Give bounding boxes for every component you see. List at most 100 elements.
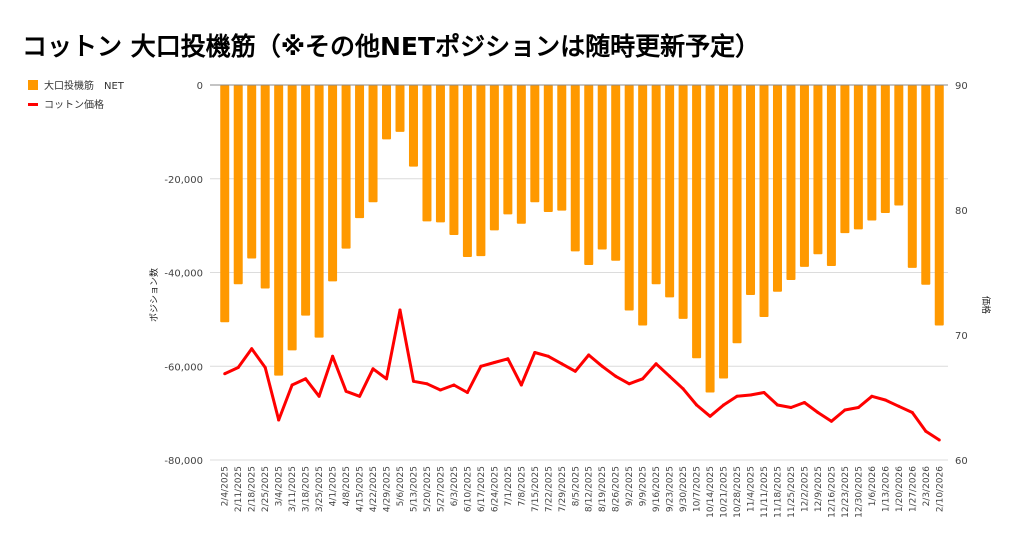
price-point <box>749 393 753 397</box>
x-tick-label: 3/11/2025 <box>288 466 298 512</box>
y-tick-label: 0 <box>197 81 203 92</box>
bar <box>355 85 365 219</box>
price-point <box>573 369 577 373</box>
price-point <box>492 361 496 364</box>
chart-title: コットン 大口投機筋（※その他NETポジションは随時更新予定） <box>22 32 760 61</box>
x-tick-label: 4/29/2025 <box>383 466 393 512</box>
bar <box>705 85 715 393</box>
x-tick-label: 8/19/2025 <box>598 466 608 512</box>
bar <box>382 85 392 140</box>
x-tick-label: 2/10/2026 <box>935 466 945 512</box>
bar <box>934 85 944 326</box>
x-tick-label: 6/10/2025 <box>463 466 473 512</box>
x-tick-label: 4/22/2025 <box>369 466 379 512</box>
x-tick-label: 4/1/2025 <box>329 466 339 506</box>
x-tick-label: 2/3/2026 <box>922 466 932 507</box>
y-tick-label: -20,000 <box>164 175 203 186</box>
bar <box>530 85 540 203</box>
price-point <box>506 357 510 361</box>
price-point <box>641 377 645 381</box>
bar <box>772 85 782 292</box>
x-tick-label: 2/18/2025 <box>248 466 258 512</box>
price-point <box>870 394 874 398</box>
price-point <box>789 406 793 409</box>
x-tick-label: 12/2/2025 <box>800 466 810 512</box>
bar <box>894 85 904 206</box>
price-point <box>883 398 887 402</box>
price-point <box>371 367 375 371</box>
price-point <box>438 388 442 392</box>
bar <box>435 85 445 223</box>
price-point <box>344 389 348 393</box>
x-tick-label: 9/2/2025 <box>625 466 635 506</box>
bar <box>476 85 486 257</box>
price-point <box>304 377 308 381</box>
price-point <box>762 391 766 394</box>
x-tick-label: 9/9/2025 <box>639 466 649 506</box>
x-tick-label: 11/4/2025 <box>747 466 757 512</box>
bar <box>557 85 567 211</box>
x-tick-label: 7/22/2025 <box>544 466 554 512</box>
bar <box>799 85 809 267</box>
price-point <box>223 372 227 376</box>
price-point <box>843 408 847 412</box>
bar <box>274 85 284 376</box>
x-tick-label: 6/24/2025 <box>490 466 500 512</box>
price-point <box>775 403 779 407</box>
bar <box>786 85 796 280</box>
x-tick-label: 10/14/2025 <box>706 466 716 518</box>
bar <box>341 85 351 249</box>
x-tick-label: 7/8/2025 <box>517 466 527 506</box>
price-point <box>802 401 806 404</box>
x-tick-label: 11/25/2025 <box>787 466 797 518</box>
bar <box>220 85 230 323</box>
price-point <box>317 394 321 398</box>
bar <box>624 85 634 311</box>
price-point <box>263 366 267 369</box>
price-point <box>560 362 564 366</box>
bar <box>692 85 702 359</box>
bar <box>260 85 270 289</box>
x-tick-label: 11/18/2025 <box>773 466 783 518</box>
bar-series <box>220 85 944 393</box>
x-tick-label: 4/8/2025 <box>342 466 352 506</box>
x-tick-label: 9/30/2025 <box>679 466 689 512</box>
x-tick-label: 2/11/2025 <box>234 466 244 512</box>
bar <box>719 85 729 379</box>
bar <box>301 85 311 316</box>
y2-tick-label: 90 <box>955 81 968 92</box>
bar <box>867 85 877 221</box>
price-point <box>465 391 469 394</box>
x-tick-label: 10/21/2025 <box>720 466 730 518</box>
left-axis-title: ポジション数 <box>148 268 160 322</box>
price-point <box>735 394 739 398</box>
bar <box>489 85 499 231</box>
bar <box>921 85 931 285</box>
price-point <box>614 374 618 378</box>
x-tick-label: 10/28/2025 <box>733 466 743 518</box>
price-point <box>695 403 699 407</box>
price-point <box>856 406 860 409</box>
price-points <box>223 308 941 442</box>
x-tick-label: 12/16/2025 <box>827 466 837 518</box>
x-tick-label: 5/13/2025 <box>409 466 419 512</box>
bar <box>247 85 257 259</box>
x-tick-label: 10/7/2025 <box>693 466 703 512</box>
price-point <box>816 411 820 414</box>
price-point <box>358 394 362 398</box>
price-point <box>452 383 456 387</box>
price-point <box>290 383 294 387</box>
y2-tick-label: 60 <box>955 456 968 467</box>
x-tick-label: 8/5/2025 <box>571 466 581 506</box>
price-point <box>654 362 658 366</box>
price-point <box>385 377 389 381</box>
bar <box>368 85 378 203</box>
bar <box>543 85 553 213</box>
bar <box>611 85 621 261</box>
bar <box>907 85 917 268</box>
x-tick-label: 1/20/2026 <box>895 466 905 512</box>
bar <box>408 85 418 167</box>
bar <box>584 85 594 265</box>
legend-swatch-bar <box>28 80 38 90</box>
x-tick-label: 9/23/2025 <box>666 466 676 512</box>
